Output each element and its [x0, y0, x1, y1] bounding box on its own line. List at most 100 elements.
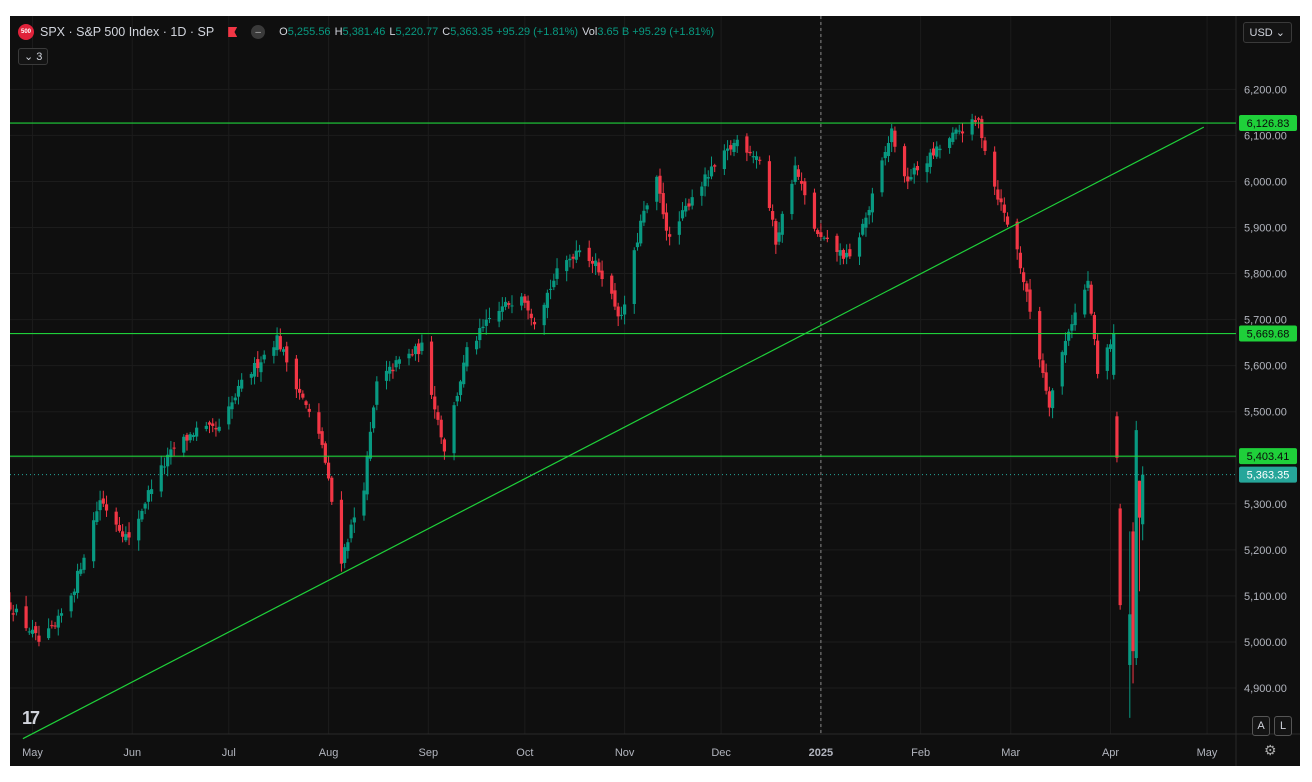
candle-down: [1137, 480, 1142, 518]
candle-up: [880, 160, 884, 193]
candle-down: [1096, 340, 1100, 374]
candle-up: [195, 427, 199, 437]
candle-down: [121, 531, 125, 537]
candle-up: [349, 524, 353, 539]
price-chart[interactable]: 4,900.00 5,000.00 5,100.00 5,200.00 5,300.00…: [10, 16, 1300, 766]
candle-up: [780, 213, 784, 235]
candle-up: [735, 139, 739, 147]
candle-up: [639, 220, 643, 244]
candle-up: [867, 209, 871, 216]
candle-down: [37, 635, 41, 642]
candle-up: [594, 260, 598, 267]
candle-up: [838, 250, 842, 256]
candle-down: [532, 321, 537, 325]
candle-down: [983, 140, 987, 151]
candle-up: [677, 221, 681, 235]
candle-up: [680, 210, 685, 219]
ohlc-readout: O5,255.56 H5,381.46 L5,220.77 C5,363.35 …: [279, 26, 714, 38]
candle-up: [124, 534, 128, 541]
candle-down: [304, 401, 308, 405]
trendline: [22, 126, 1205, 740]
candle-up: [413, 346, 418, 355]
candle-down: [616, 306, 620, 317]
candle-down: [1022, 272, 1026, 283]
candle-up: [169, 449, 173, 458]
candle-up: [481, 326, 485, 329]
candle-up: [970, 119, 974, 135]
candle-down: [993, 151, 997, 187]
symbol-title[interactable]: SPX · S&P 500 Index · 1D · SP: [40, 25, 215, 39]
y-tick-label: 6,100.00: [1244, 130, 1287, 142]
x-tick-label: Oct: [516, 747, 533, 759]
candle-down: [326, 462, 331, 479]
candle-up: [732, 142, 736, 153]
price-label-bg: [1239, 448, 1297, 465]
candle-down: [906, 176, 910, 182]
candle-up: [159, 465, 163, 492]
candle-up: [365, 455, 369, 495]
candle-up: [632, 250, 636, 304]
candle-up: [706, 177, 710, 179]
candle-up: [75, 570, 80, 593]
candle-up: [645, 205, 649, 210]
last-price-label: 5,363.35: [1247, 470, 1290, 482]
candle-down: [1089, 284, 1093, 314]
candle-down: [816, 230, 820, 234]
y-tick-label: 5,200.00: [1244, 545, 1287, 557]
candle-down: [960, 131, 965, 134]
y-tick-label: 5,300.00: [1244, 499, 1287, 511]
settings-icon[interactable]: ⚙: [1264, 742, 1277, 758]
symbol-header: 500 SPX · S&P 500 Index · 1D · SP – O5,2…: [18, 24, 714, 40]
flag-icon[interactable]: [228, 27, 238, 37]
candle-down: [999, 198, 1003, 203]
candle-up: [503, 301, 508, 307]
candle-up: [510, 305, 514, 307]
candle-up: [82, 557, 86, 570]
ohlc-low: L5,220.77: [389, 26, 439, 38]
candle-up: [845, 252, 849, 258]
candle-down: [24, 606, 28, 629]
log-scale-button[interactable]: L: [1274, 716, 1292, 736]
candle-up: [252, 362, 257, 377]
candle-up: [938, 148, 942, 151]
candle-up: [1105, 347, 1109, 371]
candle-up: [95, 511, 99, 523]
candle-down: [980, 119, 984, 139]
candle-down: [819, 232, 823, 238]
sp500-logo: 500: [18, 24, 34, 40]
candle-up: [700, 186, 704, 196]
candle-up: [568, 258, 572, 261]
candle-up: [1128, 614, 1132, 665]
currency-select[interactable]: USD ⌄: [1242, 22, 1292, 43]
candle-up: [236, 385, 241, 397]
candle-up: [1086, 280, 1090, 288]
candle-down: [410, 354, 414, 356]
candle-down: [53, 625, 57, 627]
last-price-label-bg: [1239, 466, 1297, 483]
candle-down: [11, 613, 15, 615]
candle-up: [27, 631, 31, 633]
candle-up: [520, 296, 524, 306]
candle-down: [523, 296, 527, 303]
candle-down: [185, 434, 189, 441]
minus-icon[interactable]: –: [251, 25, 266, 39]
candle-down: [796, 169, 800, 177]
candle-down: [1044, 372, 1048, 391]
candle-up: [98, 500, 102, 511]
candle-down: [298, 388, 302, 393]
candle-down: [587, 247, 591, 261]
candle-up: [1050, 390, 1055, 409]
candle-up: [384, 370, 389, 381]
price-label-bg: [1239, 115, 1297, 132]
candle-up: [635, 242, 640, 248]
auto-scale-button[interactable]: A: [1252, 716, 1270, 736]
collapse-indicators-button[interactable]: ⌄ 3: [18, 48, 49, 65]
candle-up: [725, 148, 730, 151]
candle-up: [191, 435, 196, 438]
candle-up: [555, 268, 559, 279]
candle-up: [346, 542, 350, 551]
candle-up: [249, 373, 253, 378]
candle-up: [545, 292, 549, 308]
candle-up: [542, 304, 546, 326]
candle-up: [552, 280, 556, 288]
